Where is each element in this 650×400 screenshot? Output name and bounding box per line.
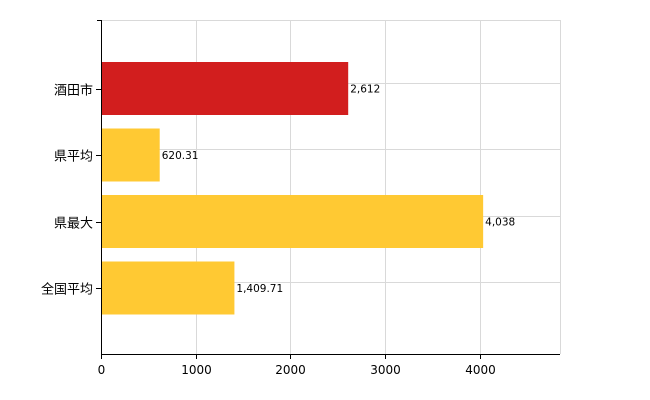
category-label-3: 県最大 <box>54 217 93 232</box>
category-label-4: 全国平均 <box>41 282 93 298</box>
bar-4 <box>102 261 235 315</box>
x-tick-label-2: 1000 <box>181 363 212 377</box>
data-label-1: 2,612 <box>350 84 380 96</box>
x-tick-label-4: 3000 <box>370 363 401 377</box>
data-label-2: 620.31 <box>162 150 199 162</box>
bars <box>102 62 484 315</box>
data-labels: 2,612 620.31 4,038 1,409.71 <box>162 84 516 296</box>
data-label-3: 4,038 <box>485 217 515 229</box>
bar-3 <box>102 195 484 248</box>
x-tick-label-3: 2000 <box>275 363 306 377</box>
category-label-1: 酒田市 <box>54 83 93 99</box>
x-tick-label-5: 4000 <box>465 363 496 377</box>
category-label-2: 県平均 <box>54 150 93 165</box>
data-label-4: 1,409.71 <box>236 283 283 295</box>
bar-1 <box>102 62 349 115</box>
x-tick-label-1: 0 <box>98 363 106 377</box>
bar-2 <box>102 128 160 182</box>
